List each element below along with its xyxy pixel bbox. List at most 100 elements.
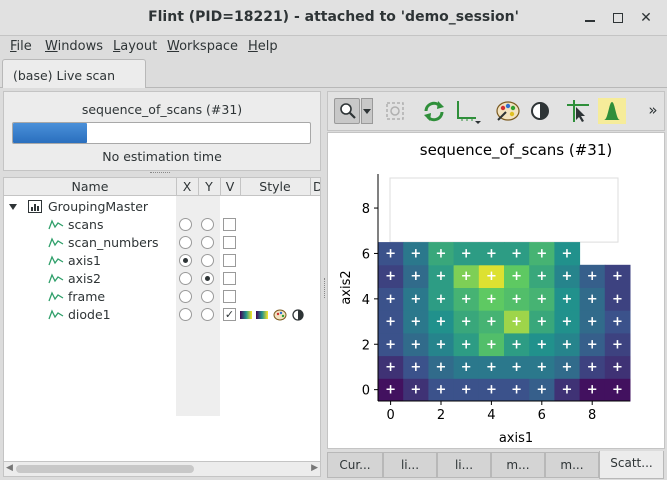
scatter-point: + — [486, 269, 497, 284]
tree-row-root[interactable]: GroupingMaster — [4, 198, 320, 216]
x-axis-radio[interactable] — [179, 218, 192, 231]
y-axis-radio[interactable] — [201, 308, 214, 321]
scatter-point: + — [612, 315, 623, 330]
heatmap-cell — [403, 242, 429, 266]
toolbar-overflow-button[interactable]: » — [646, 98, 660, 124]
heatmap-cell — [453, 355, 480, 379]
histogram-button[interactable] — [598, 98, 626, 124]
scatter-point: + — [436, 315, 447, 330]
heatmap-cell — [529, 287, 555, 311]
colormap-button[interactable] — [494, 98, 522, 124]
tree-root-label: GroupingMaster — [48, 199, 149, 214]
heatmap-cell — [604, 378, 631, 402]
tab-li-2[interactable]: li... — [437, 452, 491, 478]
colormap-icon — [496, 101, 520, 121]
tab-live-scan[interactable]: (base) Live scan — [2, 59, 146, 89]
vertical-splitter-handle[interactable] — [150, 172, 170, 174]
x-axis-radio[interactable] — [179, 236, 192, 249]
col-d[interactable]: D — [310, 179, 320, 194]
scatter-point: + — [562, 360, 573, 375]
visible-checkbox[interactable] — [223, 218, 236, 231]
col-v[interactable]: V — [225, 179, 235, 194]
scrollbar-thumb[interactable] — [16, 465, 194, 473]
x-axis-radio[interactable] — [179, 308, 192, 321]
menu-file[interactable]: File — [10, 39, 32, 54]
menubar: File Windows Layout Workspace Help — [0, 37, 667, 57]
tab-m-2[interactable]: m... — [545, 452, 599, 478]
col-name[interactable]: Name — [71, 179, 109, 194]
horizontal-splitter-handle[interactable] — [323, 88, 327, 480]
zoom-mode-dropdown[interactable] — [361, 98, 373, 124]
expand-arrow-icon[interactable] — [9, 203, 17, 211]
menu-windows[interactable]: Windows — [45, 39, 104, 54]
style-preview[interactable] — [240, 308, 310, 322]
reset-zoom-button[interactable] — [382, 98, 410, 124]
y-tick-label: 6 — [362, 247, 370, 262]
col-x[interactable]: X — [182, 179, 192, 194]
x-axis-radio[interactable] — [179, 254, 192, 267]
y-axis-radio[interactable] — [201, 218, 214, 231]
tree-row-scans[interactable]: scans — [4, 216, 320, 234]
heatmap-cell — [604, 310, 631, 334]
window-title: Flint (PID=18221) - attached to 'demo_se… — [148, 9, 519, 25]
menu-workspace[interactable]: Workspace — [167, 39, 239, 54]
x-tick-label: 8 — [588, 408, 596, 423]
tree-item-label: frame — [68, 289, 106, 304]
maximize-button[interactable] — [608, 8, 628, 28]
axes-options-button[interactable] — [454, 98, 482, 124]
tab-scatter[interactable]: Scatt... — [599, 451, 664, 479]
scatter-point: + — [410, 383, 421, 398]
y-axis-radio[interactable] — [201, 236, 214, 249]
x-axis-radio[interactable] — [179, 272, 192, 285]
scroll-left-icon[interactable]: ◀ — [6, 463, 13, 473]
close-button[interactable]: ✕ — [636, 8, 656, 28]
scroll-right-icon[interactable]: ▶ — [311, 463, 318, 473]
signal-icon — [48, 255, 64, 266]
tree-row-scan-numbers[interactable]: scan_numbers — [4, 234, 320, 252]
col-style[interactable]: Style — [259, 179, 291, 194]
plot-area[interactable]: + + + + + + + + + + + + + + + + + + + + + + + + + + + + + + + + + + + + + + + +… — [327, 132, 665, 449]
heatmap-chart[interactable]: + + + + + + + + + + + + + + + + + + + + + + + + + + + + + + + + + + + + + + + +… — [328, 133, 664, 448]
signal-icon — [48, 273, 64, 284]
x-axis-radio[interactable] — [179, 290, 192, 303]
contrast-button[interactable] — [526, 98, 554, 124]
zoom-button[interactable] — [334, 98, 360, 124]
refresh-button[interactable] — [420, 98, 448, 124]
tab-curve[interactable]: Cur... — [327, 452, 383, 478]
heatmap-cell — [554, 310, 581, 334]
crosshair-button[interactable] — [564, 98, 592, 124]
scatter-point: + — [436, 360, 447, 375]
dropdown-icon — [363, 109, 371, 114]
col-y[interactable]: Y — [205, 179, 213, 194]
y-axis-radio[interactable] — [201, 272, 214, 285]
y-axis-radio[interactable] — [201, 290, 214, 303]
scatter-point: + — [461, 315, 472, 330]
tree-row-axis1[interactable]: axis1 — [4, 252, 320, 270]
scatter-point: + — [536, 269, 547, 284]
visible-checkbox[interactable]: ✓ — [223, 308, 236, 321]
tree-row-axis2[interactable]: axis2 — [4, 270, 320, 288]
zoom-icon — [340, 103, 356, 119]
y-tick-label: 0 — [362, 384, 370, 399]
heatmap-cell — [529, 242, 555, 266]
visible-checkbox[interactable] — [223, 290, 236, 303]
tree-horizontal-scrollbar[interactable]: ◀ ▶ — [4, 461, 320, 476]
visible-checkbox[interactable] — [223, 272, 236, 285]
y-axis-radio[interactable] — [201, 254, 214, 267]
tab-li-1[interactable]: li... — [383, 452, 437, 478]
tab-m-1[interactable]: m... — [491, 452, 545, 478]
visible-checkbox[interactable] — [223, 254, 236, 267]
scatter-point: + — [385, 292, 396, 307]
y-tick-label: 2 — [362, 338, 370, 353]
visible-checkbox[interactable] — [223, 236, 236, 249]
menu-help[interactable]: Help — [248, 39, 278, 54]
heatmap-cell — [579, 332, 606, 357]
more-icon: » — [648, 101, 658, 119]
plot-toolbar: » — [327, 91, 665, 131]
scatter-point: + — [562, 246, 573, 261]
tree-row-frame[interactable]: frame — [4, 288, 320, 306]
menu-layout[interactable]: Layout — [113, 39, 158, 54]
tree-row-diode1[interactable]: diode1 ✓ — [4, 306, 320, 324]
scatter-point: + — [385, 315, 396, 330]
minimize-button[interactable] — [580, 8, 600, 28]
